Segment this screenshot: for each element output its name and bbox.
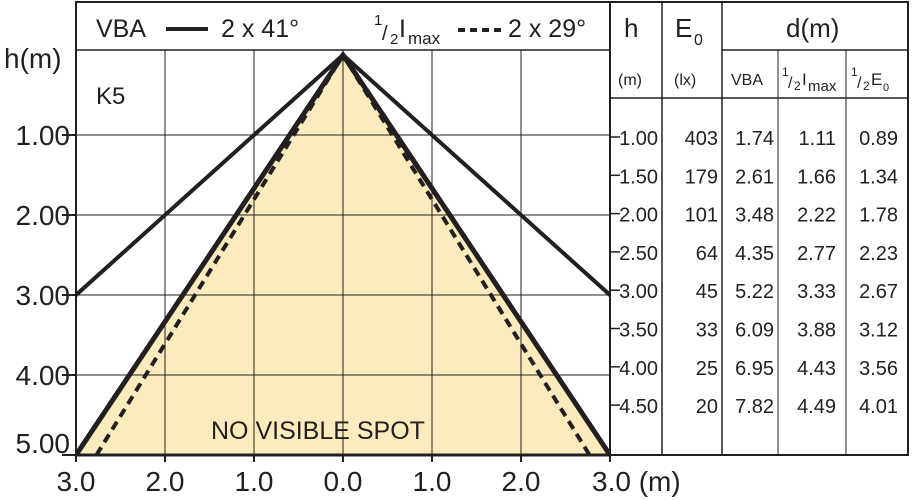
legend-fraction-numerator: 1 (374, 12, 382, 29)
table-row: 1.50 179 2.61 1.66 1.34 (610, 166, 898, 188)
cell-e0: 64 (696, 243, 718, 265)
table-row: 4.00 25 6.95 4.43 3.56 (610, 358, 898, 380)
header-h-unit: (m) (618, 72, 642, 89)
y-tick-label: 1.00 (16, 120, 71, 151)
cell-e0d: 3.12 (859, 320, 898, 342)
cell-imax: 4.49 (797, 396, 836, 418)
header-e0d-letter: E (871, 70, 882, 89)
cell-imax: 1.11 (799, 128, 836, 150)
table-row: 4.50 20 7.82 4.49 4.01 (610, 396, 898, 418)
x-tick-label: 2.0 (146, 466, 185, 497)
cell-imax: 3.33 (797, 281, 836, 303)
y-tick-label: 5.00 (16, 428, 71, 459)
header-e0d-denominator: 2 (863, 79, 870, 93)
header-h: h (624, 13, 638, 43)
cell-h: 3.50 (619, 320, 658, 342)
cell-e0: 20 (696, 396, 718, 418)
cell-e0: 403 (685, 128, 718, 150)
legend-imax-letter: I (399, 15, 406, 43)
lamp-code: K5 (96, 83, 125, 110)
header-imax-denominator: 2 (794, 79, 801, 93)
table-row: 2.00 101 3.48 2.22 1.78 (610, 205, 898, 227)
cell-h: 4.50 (619, 396, 658, 418)
cell-e0: 33 (696, 320, 718, 342)
header-e0d-numerator: 1 (851, 65, 858, 79)
spot-note: NO VISIBLE SPOT (211, 417, 425, 445)
x-tick-label: 3.0 (57, 466, 96, 497)
cell-e0: 101 (685, 205, 718, 227)
beam-line-solid-fill (76, 50, 610, 455)
x-axis-ticks: 3.0 2.0 1.0 0.0 1.0 2.0 3.0 (m) (57, 455, 681, 497)
header-e0d-subscript: 0 (883, 82, 889, 94)
header-d: d(m) (786, 13, 839, 43)
cell-h: 2.00 (619, 205, 658, 227)
cell-vba: 7.82 (735, 396, 774, 418)
header-e0-subscript: 0 (694, 32, 703, 49)
cell-e0d: 1.34 (859, 166, 898, 188)
x-tick-label: 2.0 (502, 466, 541, 497)
cell-imax: 2.22 (797, 205, 836, 227)
header-e0d-slash: / (857, 75, 862, 92)
table-row: 2.50 64 4.35 2.77 2.23 (610, 243, 898, 265)
legend-fraction-slash: / (382, 23, 388, 45)
legend-fraction-denominator: 2 (390, 31, 398, 48)
header-imax-numerator: 1 (782, 65, 789, 79)
header-imax-subscript: max (808, 78, 837, 95)
legend-vba-label: VBA (96, 15, 146, 43)
cell-h: 1.50 (619, 166, 658, 188)
cell-imax: 3.88 (797, 320, 836, 342)
data-table-grid (609, 2, 908, 455)
cell-e0: 45 (696, 281, 718, 303)
y-tick-label: 2.00 (16, 200, 71, 231)
y-axis-label: h(m) (4, 43, 62, 74)
x-tick-label: 0.0 (324, 466, 363, 497)
cell-e0: 179 (685, 166, 718, 188)
cell-e0d: 1.78 (859, 205, 898, 227)
cell-vba: 6.95 (735, 358, 774, 380)
cell-e0d: 3.56 (859, 358, 898, 380)
cell-h: 3.00 (619, 281, 658, 303)
cell-e0d: 0.89 (859, 128, 898, 150)
header-e0-letter: E (675, 13, 692, 43)
cell-imax: 4.43 (797, 358, 836, 380)
x-tick-label: 1.0 (235, 466, 274, 497)
table-rows: 1.00 403 1.74 1.11 0.89 1.50 179 2.61 1.66 1.34 2.… (610, 128, 898, 418)
legend-imax-subscript: max (408, 29, 441, 48)
cell-h: 4.00 (619, 358, 658, 380)
header-imax-letter: I (802, 70, 807, 89)
cell-h: 2.50 (619, 243, 658, 265)
x-tick-label: 1.0 (413, 466, 452, 497)
legend-vba-angle: 2 x 41° (221, 15, 299, 43)
cell-vba: 4.35 (735, 243, 774, 265)
cell-h: 1.00 (619, 128, 658, 150)
y-tick-label: 3.00 (16, 280, 71, 311)
cell-imax: 2.77 (797, 243, 836, 265)
table-row: 3.00 45 5.22 3.33 2.67 (610, 281, 898, 303)
header-imax-slash: / (788, 75, 793, 92)
table-row: 1.00 403 1.74 1.11 0.89 (610, 128, 898, 150)
y-axis-ticks: 1.00 2.00 3.00 4.00 5.00 (16, 120, 76, 459)
x-tick-label: 3.0 (m) (592, 466, 681, 497)
table-row: 3.50 33 6.09 3.88 3.12 (610, 320, 898, 342)
cell-vba: 2.61 (735, 166, 774, 188)
cell-e0: 25 (696, 358, 718, 380)
legend: VBA 2 x 41° 1 / 2 I max 2 x 29° (76, 3, 610, 51)
cell-vba: 5.22 (735, 281, 774, 303)
cell-e0d: 4.01 (859, 396, 898, 418)
header-vba: VBA (731, 72, 763, 89)
header-e0-unit: (lx) (674, 72, 696, 89)
cell-vba: 6.09 (735, 320, 774, 342)
y-tick-label: 4.00 (16, 360, 71, 391)
table-header: h E 0 d(m) (m) (lx) VBA 1 / 2 I max 1 / … (618, 13, 889, 95)
cell-imax: 1.66 (797, 166, 836, 188)
cell-e0d: 2.67 (859, 281, 898, 303)
cell-vba: 3.48 (735, 205, 774, 227)
cell-e0d: 2.23 (859, 243, 898, 265)
legend-imax-angle: 2 x 29° (508, 15, 586, 43)
cell-vba: 1.74 (735, 128, 774, 150)
